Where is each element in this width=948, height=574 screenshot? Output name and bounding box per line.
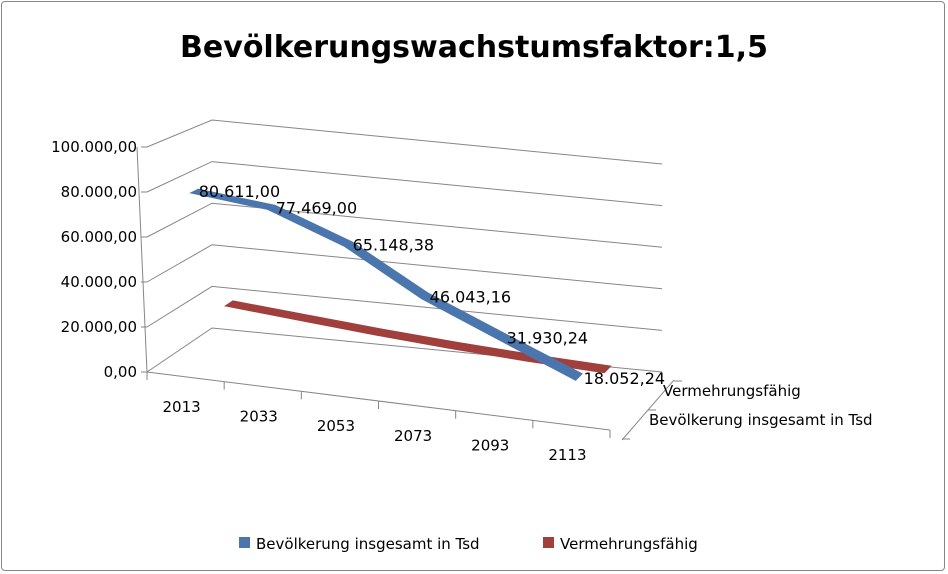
legend-label-1: Vermehrungsfähig: [560, 535, 698, 553]
depth-label-0: Vermehrungsfähig: [663, 382, 801, 400]
legend-swatch-blue: [239, 537, 250, 548]
data-label: 46.043,16: [430, 288, 511, 307]
gridline: [146, 161, 663, 207]
y-tick-label: 80.000,00: [61, 183, 137, 201]
legend-label-0: Bevölkerung insgesamt in Tsd: [256, 535, 480, 553]
x-tick-label: 2013: [162, 398, 200, 416]
x-tick-label: 2093: [471, 437, 509, 455]
chart-title: Bevölkerungswachstumsfaktor:1,5: [180, 30, 768, 65]
gridline: [146, 244, 663, 290]
gridline: [146, 285, 663, 331]
x-tick-label: 2113: [548, 446, 586, 464]
x-tick-label: 2033: [240, 408, 278, 426]
data-label: 18.052,24: [584, 369, 665, 388]
data-label: 80.611,00: [199, 182, 280, 201]
data-label: 77.469,00: [276, 198, 357, 217]
y-tick-label: 0,00: [104, 363, 137, 381]
x-tick-label: 2073: [394, 427, 432, 445]
y-axis: [136, 146, 148, 373]
depth-label-1: Bevölkerung insgesamt in Tsd: [649, 411, 873, 429]
legend-swatch-red: [543, 537, 554, 548]
gridline: [146, 202, 663, 248]
y-tick-label: 100.000,00: [51, 138, 137, 156]
data-label: 65.148,38: [353, 235, 434, 254]
y-tick-label: 40.000,00: [61, 273, 137, 291]
y-tick-label: 20.000,00: [61, 318, 137, 336]
data-label: 31.930,24: [507, 329, 588, 348]
x-tick-label: 2053: [317, 417, 355, 435]
legend: Bevölkerung insgesamt in Tsd Vermehrungs…: [239, 535, 698, 553]
y-tick-label: 60.000,00: [61, 228, 137, 246]
series-ribbon-0: [189, 188, 583, 381]
gridline: [146, 119, 663, 165]
